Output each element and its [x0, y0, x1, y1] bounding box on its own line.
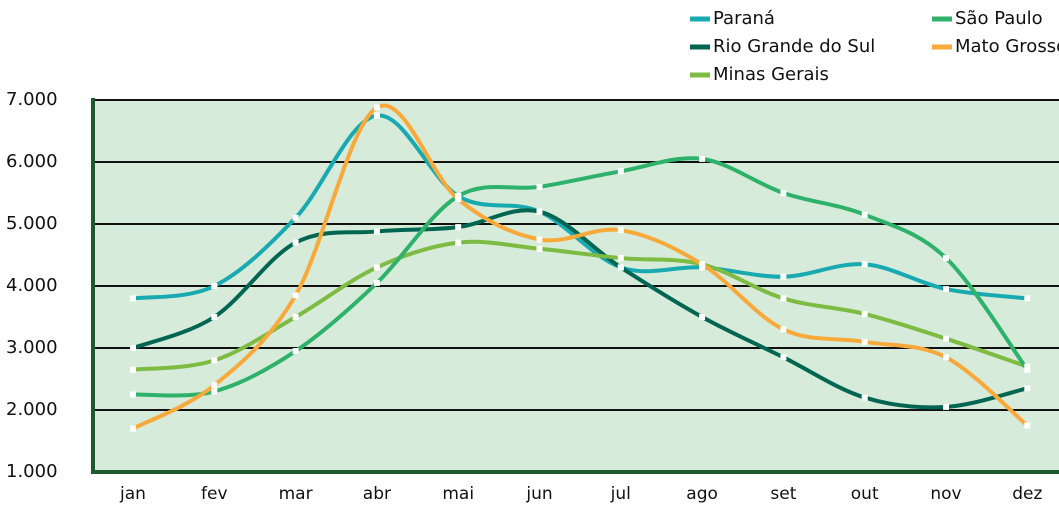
point-marker — [617, 255, 624, 262]
point-marker — [1024, 366, 1031, 373]
point-marker — [292, 314, 299, 320]
point-marker — [292, 348, 299, 355]
point-marker — [292, 214, 299, 221]
point-marker — [292, 292, 299, 299]
point-marker — [130, 366, 136, 373]
x-tick-label: mar — [279, 484, 313, 504]
point-marker — [536, 245, 543, 252]
point-marker — [130, 425, 136, 432]
point-marker — [536, 183, 543, 190]
point-marker — [699, 314, 706, 320]
point-marker — [943, 354, 949, 361]
point-marker — [943, 403, 949, 410]
point-marker — [780, 295, 787, 302]
x-tick-label: jun — [525, 484, 552, 504]
point-marker — [211, 382, 218, 389]
y-tick-label: 5.000 — [6, 213, 58, 234]
legend-label: Minas Gerais — [713, 64, 829, 85]
point-marker — [861, 310, 868, 317]
point-marker — [373, 104, 380, 111]
x-tick-label: abr — [363, 484, 391, 504]
point-marker — [943, 335, 949, 342]
point-marker — [130, 345, 136, 351]
point-marker — [861, 261, 868, 268]
x-tick-label: mai — [442, 484, 474, 504]
point-marker — [861, 338, 868, 345]
legend-label: Paraná — [713, 8, 775, 29]
point-marker — [780, 190, 787, 196]
point-marker — [373, 112, 380, 119]
x-tick-label: fev — [201, 484, 228, 504]
point-marker — [455, 196, 462, 203]
point-marker — [780, 273, 787, 280]
point-marker — [1024, 295, 1031, 302]
point-marker — [617, 227, 624, 234]
x-tick-label: out — [851, 484, 879, 504]
point-marker — [536, 236, 543, 243]
point-marker — [373, 279, 380, 286]
point-marker — [211, 314, 218, 320]
point-marker — [1024, 385, 1031, 392]
point-marker — [292, 239, 299, 246]
point-marker — [130, 295, 136, 302]
point-marker — [1024, 422, 1031, 429]
point-marker — [211, 357, 218, 364]
legend-label: Mato Grosso — [955, 36, 1059, 57]
point-marker — [1024, 363, 1031, 370]
legend-label: Rio Grande do Sul — [713, 36, 875, 57]
series-line — [132, 208, 1028, 410]
x-tick-label: set — [770, 484, 796, 504]
point-marker — [130, 391, 136, 398]
y-tick-label: 1.000 — [6, 461, 58, 482]
y-tick-label: 6.000 — [6, 151, 58, 172]
point-marker — [861, 394, 868, 401]
point-marker — [211, 388, 218, 395]
x-tick-label: ago — [686, 484, 718, 504]
point-marker — [780, 326, 787, 333]
point-marker — [455, 239, 462, 246]
point-marker — [617, 168, 624, 175]
point-marker — [617, 264, 624, 271]
point-marker — [699, 155, 706, 162]
x-tick-label: jan — [119, 484, 146, 504]
y-tick-label: 4.000 — [6, 275, 58, 296]
point-marker — [455, 224, 462, 231]
point-marker — [373, 228, 380, 235]
series-line — [132, 239, 1028, 372]
y-tick-label: 2.000 — [6, 399, 58, 420]
point-marker — [943, 286, 949, 293]
x-tick-label: jul — [610, 484, 631, 504]
point-marker — [861, 211, 868, 218]
point-marker — [536, 208, 543, 215]
y-tick-label: 3.000 — [6, 337, 58, 358]
y-tick-label: 7.000 — [6, 89, 58, 110]
legend-label: São Paulo — [955, 8, 1043, 29]
point-marker — [699, 261, 706, 268]
point-marker — [699, 264, 706, 271]
x-tick-label: dez — [1012, 484, 1042, 504]
point-marker — [211, 283, 218, 289]
point-marker — [373, 264, 380, 271]
x-tick-label: nov — [930, 484, 961, 504]
point-marker — [780, 354, 787, 361]
point-marker — [943, 255, 949, 262]
point-marker — [455, 193, 462, 200]
